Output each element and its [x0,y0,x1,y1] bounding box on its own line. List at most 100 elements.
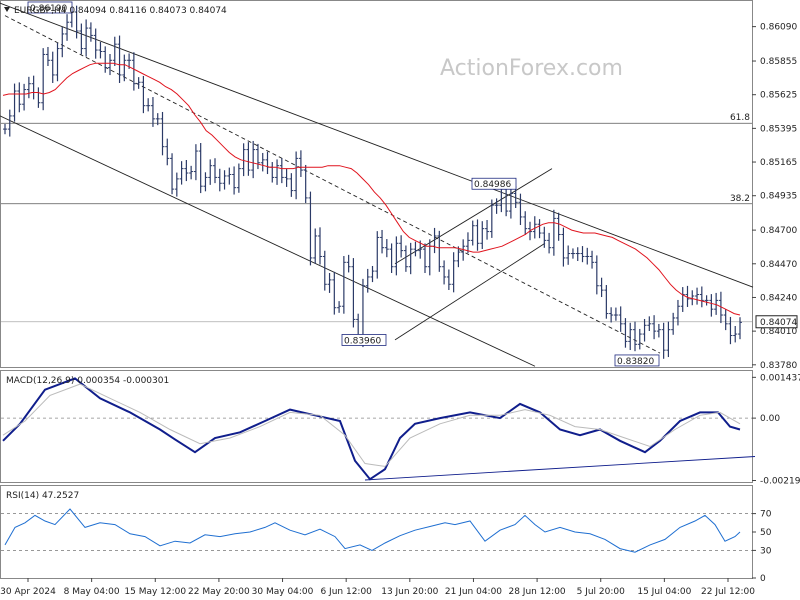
price-bar [399,235,404,258]
price-bar [170,153,175,195]
price-bar [427,239,432,276]
moving-average-line [2,62,741,316]
price-bar [375,231,380,279]
price-bar [279,158,284,184]
time-axis-label: 22 Jul 12:00 [701,587,755,597]
price-bar [289,173,294,197]
price-bar [580,246,585,263]
price-bar [103,46,108,73]
price-panel-frame [0,0,753,368]
price-bar [537,219,542,239]
price-bar [384,239,389,258]
price-bar [609,307,614,323]
rsi-line [4,508,741,553]
price-annotation-box [341,334,387,346]
price-bar [547,232,552,254]
price-bar [74,5,79,39]
price-bar [456,246,461,268]
price-bar [337,301,342,313]
price-bar [217,168,222,192]
price-bar [465,232,470,254]
rsi-ytick-label: 0 [760,574,766,584]
price-bar [251,140,256,179]
price-bar [36,87,41,108]
price-annotation-label: 0.83820 [617,357,654,367]
price-bar [532,216,537,239]
price-bar [685,285,690,307]
price-bar [222,170,227,190]
price-bar [227,167,232,185]
price-bar [84,19,89,57]
trend-line [394,168,553,265]
price-bar [704,295,709,306]
price-bar [446,269,451,290]
price-bar [150,97,155,127]
price-bar [241,143,246,177]
price-bar [55,42,60,82]
price-bar [733,326,738,343]
price-bar [380,229,385,254]
price-annotation-label: 0.84986 [474,180,511,190]
time-axis-label: 6 Jun 12:00 [320,587,372,597]
price-bar [41,48,46,111]
chart-title-icon [4,7,10,12]
price-bar [294,151,299,200]
price-ytick-label: 0.83780 [760,361,797,371]
price-bar [265,151,270,175]
price-bar [213,158,217,184]
price-layer: 61.8 38.2 0.86190 0.84986 0.83960 0.83820 [0,1,754,367]
price-bar [7,109,12,137]
price-ytick-label: 0.85625 [760,91,797,101]
price-bar [141,75,146,114]
price-bar [709,294,714,317]
watermark: ActionForex.com [440,56,623,81]
price-bar [680,287,685,312]
macd-ytick-label: 0.001437 [760,373,800,383]
price-bar [647,316,652,331]
price-bar [408,242,413,275]
price-annotation-label: 0.86190 [30,4,67,14]
price-bar [470,220,475,246]
macd-series-macd-trendline [364,456,756,481]
price-bar [232,166,237,195]
price-bar [17,82,22,113]
price-bar [255,143,260,170]
price-bar [451,252,456,293]
price-bar [633,321,637,352]
price-bar [332,271,337,315]
price-bar [79,23,84,55]
price-bar [236,163,241,193]
price-bar [718,291,723,324]
price-bar [585,247,590,265]
price-bar [594,255,599,295]
price-bar [117,35,122,83]
macd-title: MACD(12,26,9) 0.000354 -0.000301 [6,376,169,386]
time-axis-label: 30 Apr 2024 [0,587,56,597]
time-axis-label: 8 May 04:00 [64,587,120,597]
price-bar [570,248,575,259]
price-bar [179,161,184,185]
price-ytick-label: 0.84470 [760,260,797,270]
macd-ytick-label: 0.00 [760,414,780,424]
trend-line [0,115,536,367]
macd-layer [1,377,756,481]
price-bar [738,317,742,340]
price-annotation-box [614,354,660,367]
price-bar [642,318,647,342]
price-bar [160,111,165,156]
price-bar [652,315,657,340]
rsi-ytick-label: 50 [760,528,772,538]
price-bar [628,322,633,351]
price-bar [308,191,313,266]
price-annotation-box [471,177,517,190]
price-bar [437,230,442,272]
fib-level-label: 61.8 [730,113,750,123]
price-ytick-label: 0.84010 [760,327,797,337]
price-bar [728,316,733,345]
price-bar [146,98,151,112]
price-bar [174,172,179,197]
price-bar [523,211,528,235]
price-bar [661,322,666,359]
price-bar [590,250,595,269]
